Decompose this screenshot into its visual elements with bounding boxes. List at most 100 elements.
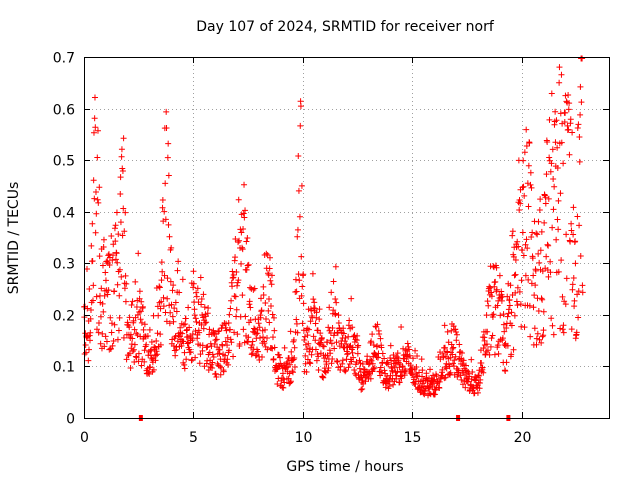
data-point [526, 139, 533, 146]
data-point [133, 303, 140, 310]
data-point [325, 324, 332, 331]
data-point [82, 330, 89, 337]
data-point [379, 350, 386, 357]
data-point [436, 385, 443, 392]
data-point [525, 203, 532, 210]
data-point [298, 292, 305, 299]
data-point [562, 301, 569, 308]
data-point [516, 288, 523, 295]
x-tick-label: 20 [514, 430, 532, 446]
data-point [381, 367, 388, 374]
data-point [469, 369, 476, 376]
data-point [343, 341, 350, 348]
data-point [485, 302, 492, 309]
data-point [573, 329, 580, 336]
data-point [533, 335, 540, 342]
data-point [344, 351, 351, 358]
data-point [570, 204, 577, 211]
data-point [89, 220, 96, 227]
data-point [199, 342, 206, 349]
data-point [313, 357, 320, 364]
data-point [138, 298, 145, 305]
data-point [334, 358, 341, 365]
data-point [505, 306, 512, 313]
data-point [95, 199, 102, 206]
data-point [503, 325, 510, 332]
data-point [554, 144, 561, 151]
data-point [346, 317, 353, 324]
data-point [324, 367, 331, 374]
data-point [169, 287, 176, 294]
data-point [122, 209, 129, 216]
data-point [418, 384, 425, 391]
data-point [548, 160, 555, 167]
data-point [291, 344, 298, 351]
data-point [274, 381, 281, 388]
data-point [497, 312, 504, 319]
data-point [374, 343, 381, 350]
data-point [300, 271, 307, 278]
data-point [228, 297, 235, 304]
data-point [406, 346, 413, 353]
data-point [103, 338, 110, 345]
data-point [365, 361, 372, 368]
data-point [542, 200, 549, 207]
data-point [378, 344, 385, 351]
data-point [312, 346, 319, 353]
data-point [126, 324, 133, 331]
data-point [163, 125, 170, 132]
data-point [328, 360, 335, 367]
data-point [574, 125, 581, 132]
data-point [453, 331, 460, 338]
data-point [139, 303, 146, 310]
data-point [262, 326, 269, 333]
data-point [547, 269, 554, 276]
data-point [131, 326, 138, 333]
data-point [487, 284, 494, 291]
data-point [521, 324, 528, 331]
data-point [111, 225, 118, 232]
data-point [235, 196, 242, 203]
data-point [190, 268, 197, 275]
data-points [81, 55, 586, 399]
data-point [517, 200, 524, 207]
data-point [155, 312, 162, 319]
data-point [126, 314, 133, 321]
y-tick-label: 0.4 [53, 206, 75, 222]
data-point [161, 272, 168, 279]
data-point [387, 372, 394, 379]
data-point [249, 341, 256, 348]
data-point [368, 357, 375, 364]
data-point [412, 347, 419, 354]
data-point [498, 297, 505, 304]
data-point [95, 320, 102, 327]
data-point [294, 329, 301, 336]
data-point [265, 307, 272, 314]
data-point [225, 319, 232, 326]
data-point [301, 336, 308, 343]
data-point [367, 375, 374, 382]
data-point [249, 350, 256, 357]
data-point [198, 301, 205, 308]
data-point [351, 332, 358, 339]
data-point [281, 344, 288, 351]
data-point [345, 364, 352, 371]
data-point [307, 318, 314, 325]
data-point [387, 342, 394, 349]
data-point [85, 346, 92, 353]
data-point [308, 351, 315, 358]
data-point [531, 292, 538, 299]
data-point [319, 342, 326, 349]
data-point [132, 353, 139, 360]
data-point [506, 296, 513, 303]
data-point [196, 329, 203, 336]
data-point [181, 361, 188, 368]
data-point [287, 328, 294, 335]
data-point [335, 312, 342, 319]
data-point [228, 339, 235, 346]
data-point [175, 258, 182, 265]
data-point [157, 331, 164, 338]
data-point [468, 376, 475, 383]
data-point [531, 325, 538, 332]
data-point [396, 379, 403, 386]
